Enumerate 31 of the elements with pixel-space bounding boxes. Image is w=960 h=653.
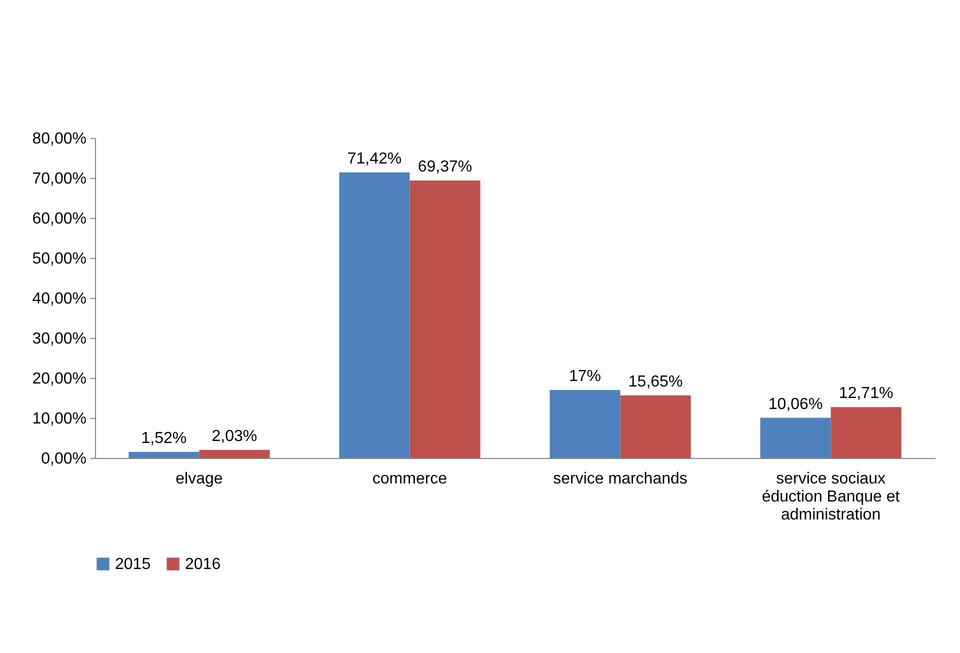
y-tick-label: 20,00% (32, 370, 86, 388)
bar (339, 172, 410, 458)
y-tick-label: 70,00% (32, 170, 86, 188)
legend-label: 2015 (115, 556, 151, 573)
data-label: 10,06% (768, 396, 823, 413)
data-label: 12,71% (838, 385, 894, 402)
data-label: 17% (568, 368, 602, 385)
y-tick-label: 10,00% (32, 410, 86, 428)
y-tick-label: 50,00% (32, 250, 86, 268)
bar (128, 452, 200, 458)
bar (620, 395, 691, 458)
y-tick-label: 80,00% (32, 130, 86, 148)
y-tick-label: 30,00% (32, 330, 86, 348)
data-label: 15,65% (628, 373, 683, 390)
bar (830, 407, 902, 458)
x-tick-label: service marchands (553, 470, 688, 488)
x-tick-label: elvage (176, 470, 223, 488)
legend-label: 2016 (185, 556, 221, 573)
bar (550, 390, 620, 458)
y-tick-label: 60,00% (32, 210, 86, 228)
bar (760, 418, 831, 458)
data-label: 71,42% (347, 150, 402, 168)
y-tick-label: 0,00% (41, 450, 86, 468)
y-tick-label: 40,00% (32, 290, 86, 308)
x-tick-label: commerce (372, 470, 448, 488)
bar (199, 450, 270, 458)
data-label: 1,52% (141, 430, 187, 447)
data-label: 2,03% (212, 428, 258, 445)
data-label: 69,37% (418, 158, 472, 176)
x-tick-label: service sociaux éduction Banque et administration (762, 470, 900, 524)
bar (410, 180, 480, 458)
